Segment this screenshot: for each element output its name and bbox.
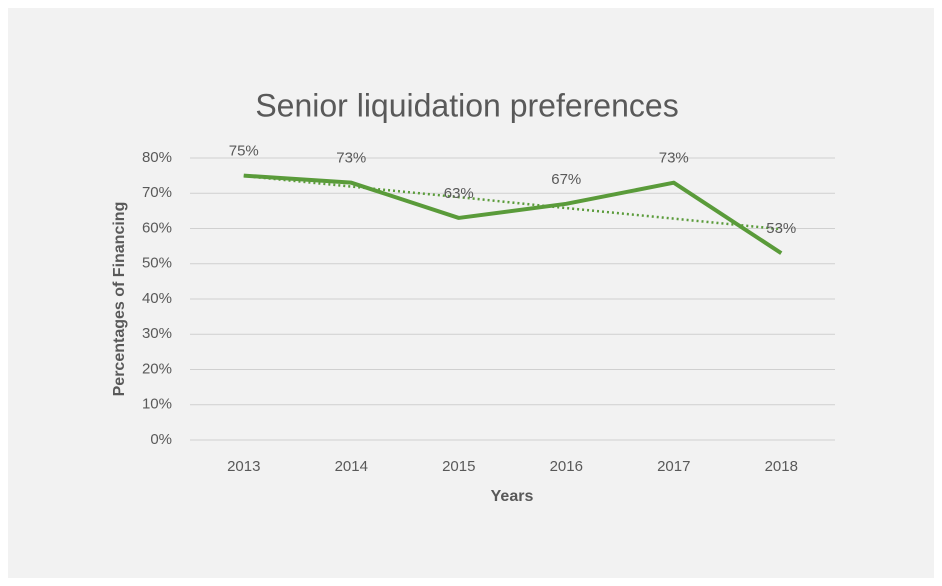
x-tick-label: 2018 <box>765 458 798 475</box>
trendline <box>243 174 782 231</box>
data-label: 53% <box>766 220 796 237</box>
chart-title: Senior liquidation preferences <box>255 87 678 123</box>
data-label: 67% <box>551 171 581 188</box>
data-label: 73% <box>659 150 689 167</box>
x-tick-label: 2014 <box>335 458 368 475</box>
x-tick-label: 2015 <box>442 458 475 475</box>
y-tick-label: 60% <box>142 219 172 236</box>
y-tick-label: 50% <box>142 255 172 272</box>
chart-background <box>8 8 934 578</box>
y-tick-label: 30% <box>142 325 172 342</box>
y-tick-label: 40% <box>142 290 172 307</box>
y-tick-label: 80% <box>142 149 172 166</box>
y-tick-label: 10% <box>142 396 172 413</box>
y-tick-label: 70% <box>142 184 172 201</box>
data-label: 63% <box>444 185 474 202</box>
x-tick-label: 2017 <box>657 458 690 475</box>
line <box>243 173 783 255</box>
x-tick-label: 2013 <box>227 458 260 475</box>
y-tick-label: 0% <box>150 431 172 448</box>
x-axis-label: Years <box>491 488 534 505</box>
y-tick-label: 20% <box>142 360 172 377</box>
y-axis-label: Percentages of Financing <box>111 202 128 397</box>
data-label: 73% <box>336 150 366 167</box>
x-tick-label: 2016 <box>550 458 583 475</box>
data-label: 75% <box>229 143 259 160</box>
